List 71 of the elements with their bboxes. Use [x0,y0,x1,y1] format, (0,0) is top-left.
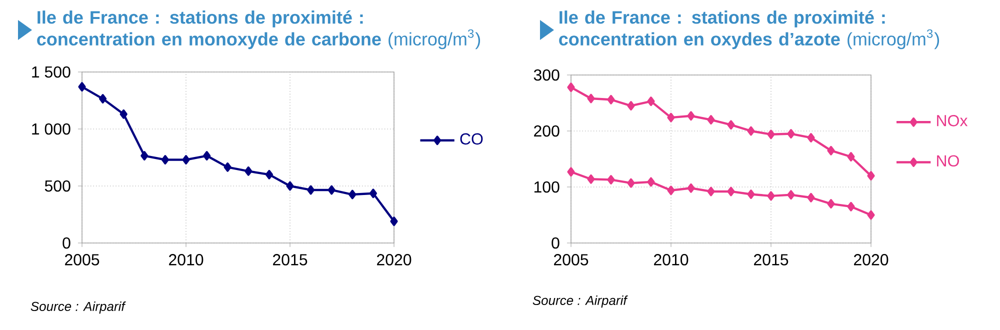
point [99,94,107,104]
point [687,183,695,193]
point [182,155,190,164]
point [627,101,635,110]
point [847,202,855,212]
point [161,155,170,164]
x-tick-label: 2020 [377,254,412,266]
legend-label: CO [460,133,483,145]
point [203,151,211,160]
x-tick-label: 2020 [854,254,888,266]
point [807,133,815,142]
x-tick-label: 2005 [554,254,588,266]
point [120,109,128,119]
point [265,170,274,180]
y-tick-label: 100 [534,181,560,193]
point [807,192,815,202]
point [244,166,252,176]
point [687,111,695,121]
x-tick-label: 2010 [654,254,688,266]
legend-label: NOx [937,115,968,126]
y-tick-label: 200 [534,125,560,137]
point [607,175,615,184]
legend-label: NO [937,155,959,167]
point [707,186,715,196]
point [567,167,575,177]
y-tick-label: 1 500 [32,66,70,78]
point [867,171,875,180]
point [607,94,615,104]
source-note: Source : Airparif [532,295,628,308]
point [727,186,735,196]
point [827,199,835,208]
point [707,115,715,124]
point [224,162,232,172]
point [587,94,595,104]
y-tick-label: 300 [534,69,560,81]
y-tick-label: 0 [62,237,70,249]
point [767,130,775,140]
x-tick-label: 2015 [273,254,308,266]
point [390,216,398,226]
point [847,152,855,162]
point [348,190,356,200]
point [286,181,294,191]
point [369,188,378,198]
chart-title: Ile de France : stations de proximité : concentration en monoxyde de carbone (microg/m$^{3}$) [37,10,480,50]
point [727,120,735,130]
x-tick-label: 2015 [754,254,788,266]
point [667,112,675,122]
source-note: Source : Airparif [30,301,126,314]
chart-title: Ile de France : stations de proximité : concentration en oxydes d’azote (microg/m$^{3}$) [559,10,940,50]
point [587,174,595,184]
point [787,190,795,200]
point [647,96,655,106]
point [667,186,675,196]
point [767,191,775,201]
point [787,129,795,138]
point [747,190,755,199]
y-tick-label: 0 [552,237,560,249]
y-tick-label: 500 [44,180,70,192]
point [747,126,755,136]
point [827,146,835,156]
point [140,151,148,160]
point [307,185,315,195]
point [328,185,336,195]
x-tick-label: 2010 [169,254,204,266]
point [627,178,635,188]
point [78,82,86,92]
x-tick-label: 2005 [65,254,100,266]
point [567,82,575,92]
point [867,210,875,220]
y-tick-label: 1 000 [32,123,70,135]
point [647,177,655,187]
